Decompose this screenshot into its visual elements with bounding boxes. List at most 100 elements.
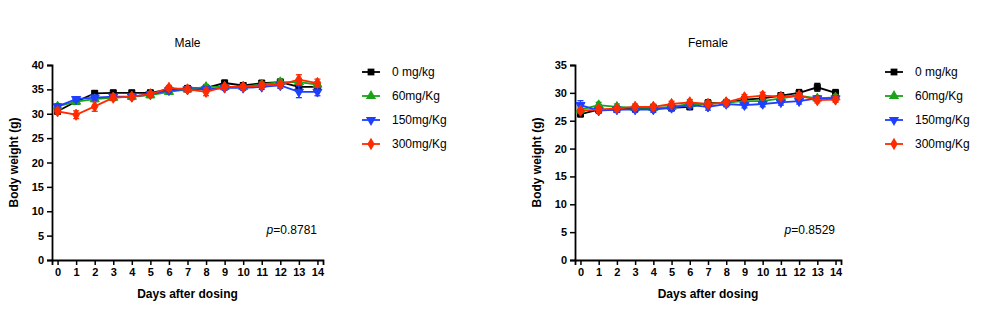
tick: 7 [705,260,711,278]
tick-label: 15 [32,181,44,193]
series-line [58,80,318,115]
tick-label: 5 [148,266,154,278]
marker [741,92,747,103]
marker [221,81,227,92]
tick-mark [671,260,673,265]
tick-label: 35 [555,59,567,71]
error-bar [92,102,98,112]
tick: 2 [92,260,98,278]
series [55,79,321,114]
tick: 2 [614,260,620,278]
tick-mark [570,65,575,67]
tick-mark [744,260,746,265]
tick: 0 [55,260,61,278]
tick-label: 14 [830,266,843,278]
tick-label: 3 [633,266,639,278]
tick-mark [47,260,52,262]
marker [129,91,135,102]
marker [277,79,283,90]
legend: 0 mg/kg60mg/Kg150mg/Kg300mg/Kg [362,65,447,151]
marker [110,92,116,103]
legend-item: 60mg/Kg [362,89,440,103]
tick-mark [570,260,575,262]
tick-label: 1 [74,266,80,278]
tick: 10 [32,205,52,217]
legend-item: 60mg/Kg [885,89,963,103]
tick: 1 [596,260,602,278]
tick-mark [570,120,575,122]
marker [294,89,303,97]
tick-label: 10 [238,266,250,278]
tick-label: 40 [32,59,44,71]
x-axis: 01234567891011121314 [53,260,325,278]
marker [147,89,153,100]
tick-label: 5 [38,230,44,242]
tick-mark [76,260,78,265]
tick-label: 11 [256,266,268,278]
legend-label: 150mg/Kg [915,113,970,127]
legend-label: 60mg/Kg [915,89,963,103]
tick-label: 30 [555,87,567,99]
legend-item: 150mg/Kg [885,113,970,127]
tick-label: 5 [669,266,675,278]
tick-mark [570,148,575,150]
chart: 0123456789101112131405101520253035Female… [530,36,843,301]
x-axis-title: Days after dosing [137,287,238,301]
chart-title: Female [688,36,728,50]
tick-label: 25 [32,132,44,144]
legend-marker [368,69,375,76]
tick-label: 9 [742,266,748,278]
tick-mark [799,260,801,265]
tick-mark [299,260,301,265]
tick-mark [690,260,692,265]
tick-mark [113,260,115,265]
marker [72,96,81,104]
marker [778,91,784,102]
tick: 5 [561,226,575,238]
tick: 15 [555,170,575,182]
error-bar [296,75,302,85]
tick-mark [47,162,52,164]
tick-mark [187,260,189,265]
error-cap [577,100,583,101]
tick-label: 6 [687,266,693,278]
tick-mark [762,260,764,265]
tick-label: 12 [793,266,805,278]
marker [184,84,190,95]
tick-label: 0 [38,254,44,266]
tick-mark [635,260,637,265]
marker [240,81,246,92]
tick-label: 8 [724,266,730,278]
tick-mark [57,260,59,265]
tick-mark [94,260,96,265]
tick-label: 12 [275,266,287,278]
tick-label: 0 [55,266,61,278]
legend-item: 300mg/Kg [885,137,970,151]
series-line [580,87,835,114]
tick-mark [726,260,728,265]
tick-mark [47,138,52,140]
tick-mark [280,260,282,265]
tick-mark [169,260,171,265]
marker [296,74,302,85]
tick-mark [47,65,52,67]
tick: 10 [238,260,250,278]
marker [632,101,638,112]
tick-label: 10 [32,205,44,217]
tick-mark [47,211,52,213]
tick-label: 15 [555,170,567,182]
tick-mark [817,260,819,265]
tick-mark [150,260,152,265]
marker [832,94,838,105]
tick: 10 [555,198,575,210]
tick: 25 [555,115,575,127]
marker [91,101,97,112]
tick: 0 [578,260,584,278]
marker [54,106,60,117]
tick-label: 14 [312,266,325,278]
marker [814,95,820,106]
marker [687,97,693,108]
tick: 5 [669,260,675,278]
figure: 012345678910111213140510152025303540Male… [0,0,998,326]
axis-line [570,66,576,261]
